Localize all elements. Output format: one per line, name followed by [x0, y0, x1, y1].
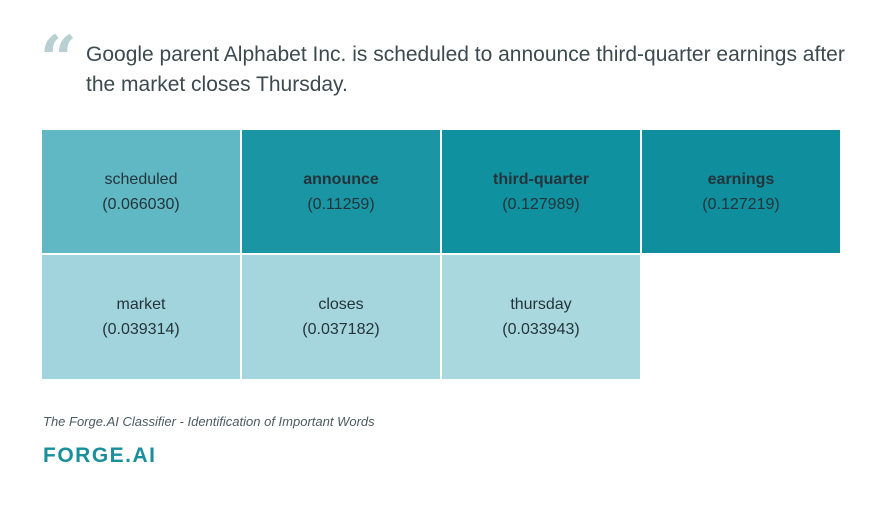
word-cell: third-quarter (0.127989) — [442, 130, 640, 253]
word-score: (0.11259) — [307, 192, 374, 217]
word-cell: earnings (0.127219) — [642, 130, 840, 253]
word-label: market — [117, 292, 166, 317]
quote-mark-icon: “ — [40, 28, 71, 92]
word-label: earnings — [708, 167, 775, 192]
forge-ai-logo: FORGE.AI — [43, 444, 157, 468]
word-score: (0.033943) — [502, 317, 579, 342]
caption: The Forge.AI Classifier - Identification… — [43, 414, 375, 429]
word-importance-grid: scheduled (0.066030) announce (0.11259) … — [42, 130, 840, 379]
word-cell: closes (0.037182) — [242, 255, 440, 379]
word-cell: thursday (0.033943) — [442, 255, 640, 379]
quote-text: Google parent Alphabet Inc. is scheduled… — [86, 40, 866, 100]
word-label: closes — [318, 292, 363, 317]
word-cell: announce (0.11259) — [242, 130, 440, 253]
word-score: (0.127989) — [502, 192, 579, 217]
word-score: (0.066030) — [102, 192, 179, 217]
word-label: announce — [303, 167, 379, 192]
word-cell: scheduled (0.066030) — [42, 130, 240, 253]
word-label: scheduled — [105, 167, 178, 192]
word-score: (0.037182) — [302, 317, 379, 342]
word-score: (0.127219) — [702, 192, 779, 217]
word-cell: market (0.039314) — [42, 255, 240, 379]
empty-cell — [642, 255, 840, 379]
word-label: thursday — [510, 292, 571, 317]
word-label: third-quarter — [493, 167, 589, 192]
word-score: (0.039314) — [102, 317, 179, 342]
